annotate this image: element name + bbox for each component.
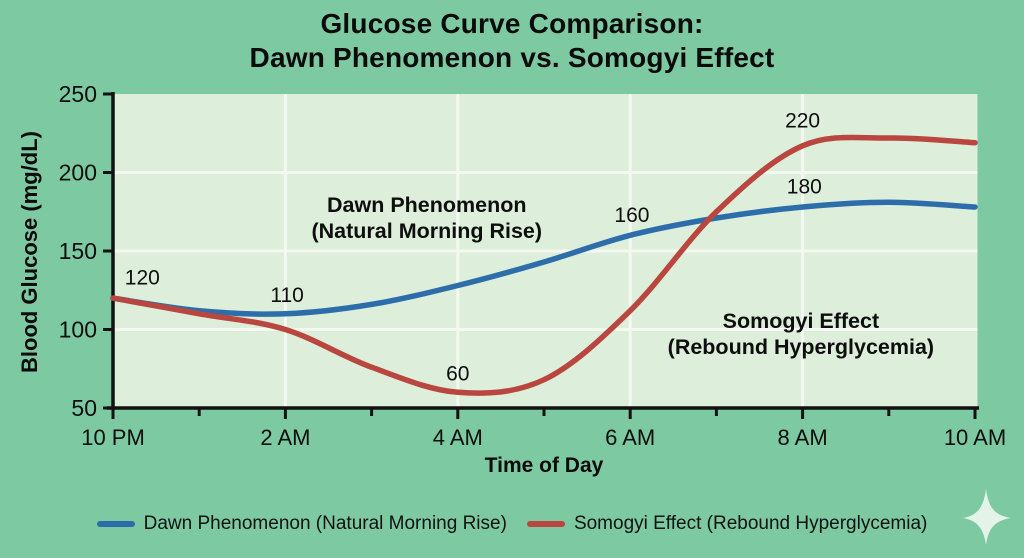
x-tick-label: 4 AM xyxy=(433,425,483,450)
y-axis-title: Blood Glucose (mg/dL) xyxy=(17,131,42,373)
chart-title-line1: Glucose Curve Comparison: xyxy=(320,8,704,39)
legend-label-dawn: Dawn Phenomenon (Natural Morning Rise) xyxy=(143,513,507,534)
dawn-phenomenon-curve xyxy=(110,199,978,317)
somogyi-effect-curve xyxy=(110,134,978,396)
somogyi-series-label: Somogyi Effect xyxy=(723,309,880,333)
x-tick-label: 10 PM xyxy=(81,425,145,450)
y-tick-label: 100 xyxy=(59,317,97,343)
value-annotation: 60 xyxy=(446,362,469,385)
y-tick-label: 200 xyxy=(59,160,97,186)
y-tick-label: 150 xyxy=(59,238,97,264)
y-tick-label: 50 xyxy=(71,395,97,421)
legend-label-somogyi: Somogyi Effect (Rebound Hyperglycemia) xyxy=(573,513,928,534)
x-tick-label: 10 AM xyxy=(944,425,1006,450)
chart-legend: Dawn Phenomenon (Natural Morning Rise) S… xyxy=(0,513,1024,535)
value-annotation: 160 xyxy=(614,204,649,227)
chart-title-line2: Dawn Phenomenon vs. Somogyi Effect xyxy=(249,42,775,73)
x-tick-label: 2 AM xyxy=(260,425,310,450)
sparkle-icon xyxy=(963,489,1011,545)
x-tick-label: 6 AM xyxy=(605,425,655,450)
somogyi-series-label: (Rebound Hyperglycemia) xyxy=(668,335,934,359)
value-annotation: 180 xyxy=(787,176,822,199)
somogyi-line-swatch-icon xyxy=(526,521,565,527)
value-annotation: 220 xyxy=(785,110,820,133)
value-annotation: 110 xyxy=(270,284,303,307)
x-axis-title: Time of Day xyxy=(484,454,604,477)
legend-item-dawn: Dawn Phenomenon (Natural Morning Rise) xyxy=(96,513,507,535)
x-tick-label: 8 AM xyxy=(778,425,828,450)
dawn-series-label: (Natural Morning Rise) xyxy=(311,219,542,243)
value-annotation: 120 xyxy=(125,267,160,290)
dawn-series-label: Dawn Phenomenon xyxy=(327,193,526,217)
dawn-line-swatch-icon xyxy=(96,521,135,527)
legend-item-somogyi: Somogyi Effect (Rebound Hyperglycemia) xyxy=(526,513,928,535)
chart-title: Glucose Curve Comparison: Dawn Phenomeno… xyxy=(0,7,1024,75)
y-tick-label: 250 xyxy=(59,81,97,107)
